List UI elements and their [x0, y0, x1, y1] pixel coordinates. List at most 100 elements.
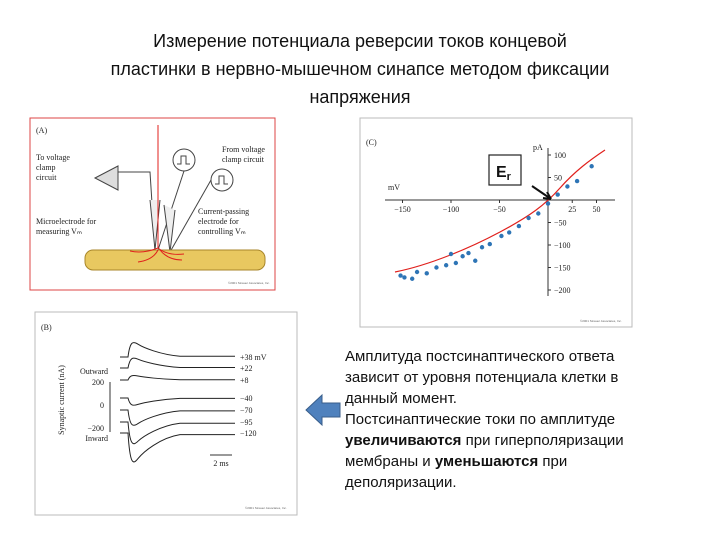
data-point: [536, 211, 541, 216]
y-tick-label: −50: [554, 219, 567, 228]
paragraph-line: деполяризации.: [345, 474, 457, 491]
data-point: [589, 164, 594, 169]
data-point: [526, 215, 531, 221]
y-tick-label: −200: [554, 286, 571, 295]
paragraph-line: Постсинаптические токи по амплитуде: [345, 411, 615, 428]
panel-label: (A): [36, 126, 47, 135]
x-tick-label: 25: [568, 205, 576, 214]
marker-arrow: [531, 185, 552, 200]
marker-box: [488, 154, 522, 186]
copyright: ©2001 Sinauer Associates, Inc.: [245, 506, 287, 510]
data-point: [424, 271, 429, 276]
data-point: [574, 178, 580, 184]
data-point: [460, 254, 465, 259]
voltage-label: −70: [240, 406, 253, 415]
data-point: [545, 201, 551, 206]
text: данный момент.: [345, 390, 457, 407]
data-point: [414, 269, 420, 275]
y-tick-label: −150: [554, 264, 571, 273]
paragraph-line: данный момент.: [345, 390, 457, 407]
label: Inward: [85, 434, 108, 443]
data-point: [434, 265, 439, 270]
copyright: ©2001 Sinauer Associates, Inc.: [228, 281, 270, 285]
data-point: [466, 250, 471, 256]
current-trace: [120, 375, 235, 381]
current-trace: [120, 397, 235, 406]
x-tick-label: −150: [394, 205, 411, 214]
label: controlling Vₘ: [198, 227, 246, 236]
scale-label: 2 ms: [213, 459, 228, 468]
label: From voltage: [222, 145, 265, 154]
arrow-icon: [305, 393, 341, 427]
data-point: [448, 251, 454, 257]
paragraph-line: увеличиваются при гиперполяризации: [345, 432, 624, 449]
panel-a: (A) To voltage clamp circuit From voltag…: [29, 117, 276, 291]
x-tick-label: −100: [443, 205, 460, 214]
panel-b: (B) Synaptic current (nA) Outward 200 0 …: [34, 311, 298, 516]
y-title: Synaptic current (nA): [57, 365, 66, 435]
voltage-label: +22: [240, 364, 253, 373]
data-point: [443, 263, 449, 268]
current-trace: [120, 342, 235, 358]
panel-frame: [359, 117, 633, 328]
axis-unit: pA: [533, 143, 543, 152]
label: Microelectrode for: [36, 217, 97, 226]
text: мембраны и: [345, 453, 435, 470]
data-point: [565, 184, 570, 189]
axis-unit: mV: [388, 183, 400, 192]
text: Амплитуда постсинаптического ответа: [345, 348, 615, 365]
data-point: [499, 233, 504, 239]
label: clamp: [36, 163, 56, 172]
bold-text: увеличиваются: [345, 432, 461, 449]
marker-sub: r: [507, 171, 512, 183]
panel-label: (C): [366, 138, 377, 147]
panel-label: (B): [41, 323, 52, 332]
tick-label: 0: [100, 401, 104, 410]
title-line: Измерение потенциала реверсии токов конц…: [153, 31, 567, 51]
paragraph: Амплитуда постсинаптического ответа завис…: [345, 348, 624, 491]
label: clamp circuit: [222, 155, 265, 164]
marker-main: E: [496, 164, 507, 181]
data-point: [398, 273, 403, 278]
panel-c: (C) pA mV ©2001 Sinauer Associates, Inc.…: [359, 117, 633, 328]
data-point: [507, 230, 512, 235]
x-tick-label: −50: [493, 205, 506, 214]
x-tick-label: 50: [593, 205, 601, 214]
bold-text: уменьшаются: [435, 453, 538, 470]
title-line: напряжения: [309, 87, 410, 107]
data-point: [453, 260, 459, 266]
paragraph-line: зависит от уровня потенциала клетки в: [345, 369, 618, 386]
tick-label: −200: [87, 424, 104, 433]
voltage-label: −40: [240, 394, 253, 403]
paragraph-line: мембраны и уменьшаются при: [345, 453, 567, 470]
marker-label: Er: [496, 164, 512, 183]
text: при: [538, 453, 567, 470]
voltage-label: −95: [240, 418, 253, 427]
data-point: [487, 241, 492, 247]
label: circuit: [36, 173, 57, 182]
label: To voltage: [36, 153, 70, 162]
label: electrode for: [198, 217, 239, 226]
text: деполяризации.: [345, 474, 457, 491]
voltage-label: −120: [240, 429, 257, 438]
text: при гиперполяризации: [461, 432, 623, 449]
data-point: [479, 245, 485, 250]
tick-label: 200: [92, 378, 104, 387]
data-point: [410, 276, 415, 281]
y-tick-label: −100: [554, 241, 571, 250]
data-point: [402, 275, 407, 280]
text: зависит от уровня потенциала клетки в: [345, 369, 618, 386]
label: Current-passing: [198, 207, 249, 216]
nerve-terminal: [129, 125, 185, 263]
copyright: ©2001 Sinauer Associates, Inc.: [580, 319, 622, 323]
label: measuring Vₘ: [36, 227, 82, 236]
voltage-label: +8: [240, 376, 249, 385]
fit-curve: [394, 149, 606, 273]
title: Измерение потенциала реверсии токов конц…: [111, 31, 610, 107]
title-line: пластинки в нервно-мышечном синапсе мето…: [111, 59, 610, 79]
current-trace: [120, 409, 235, 426]
label: Outward: [80, 367, 108, 376]
paragraph-line: Амплитуда постсинаптического ответа: [345, 348, 615, 365]
data-point: [555, 192, 560, 197]
